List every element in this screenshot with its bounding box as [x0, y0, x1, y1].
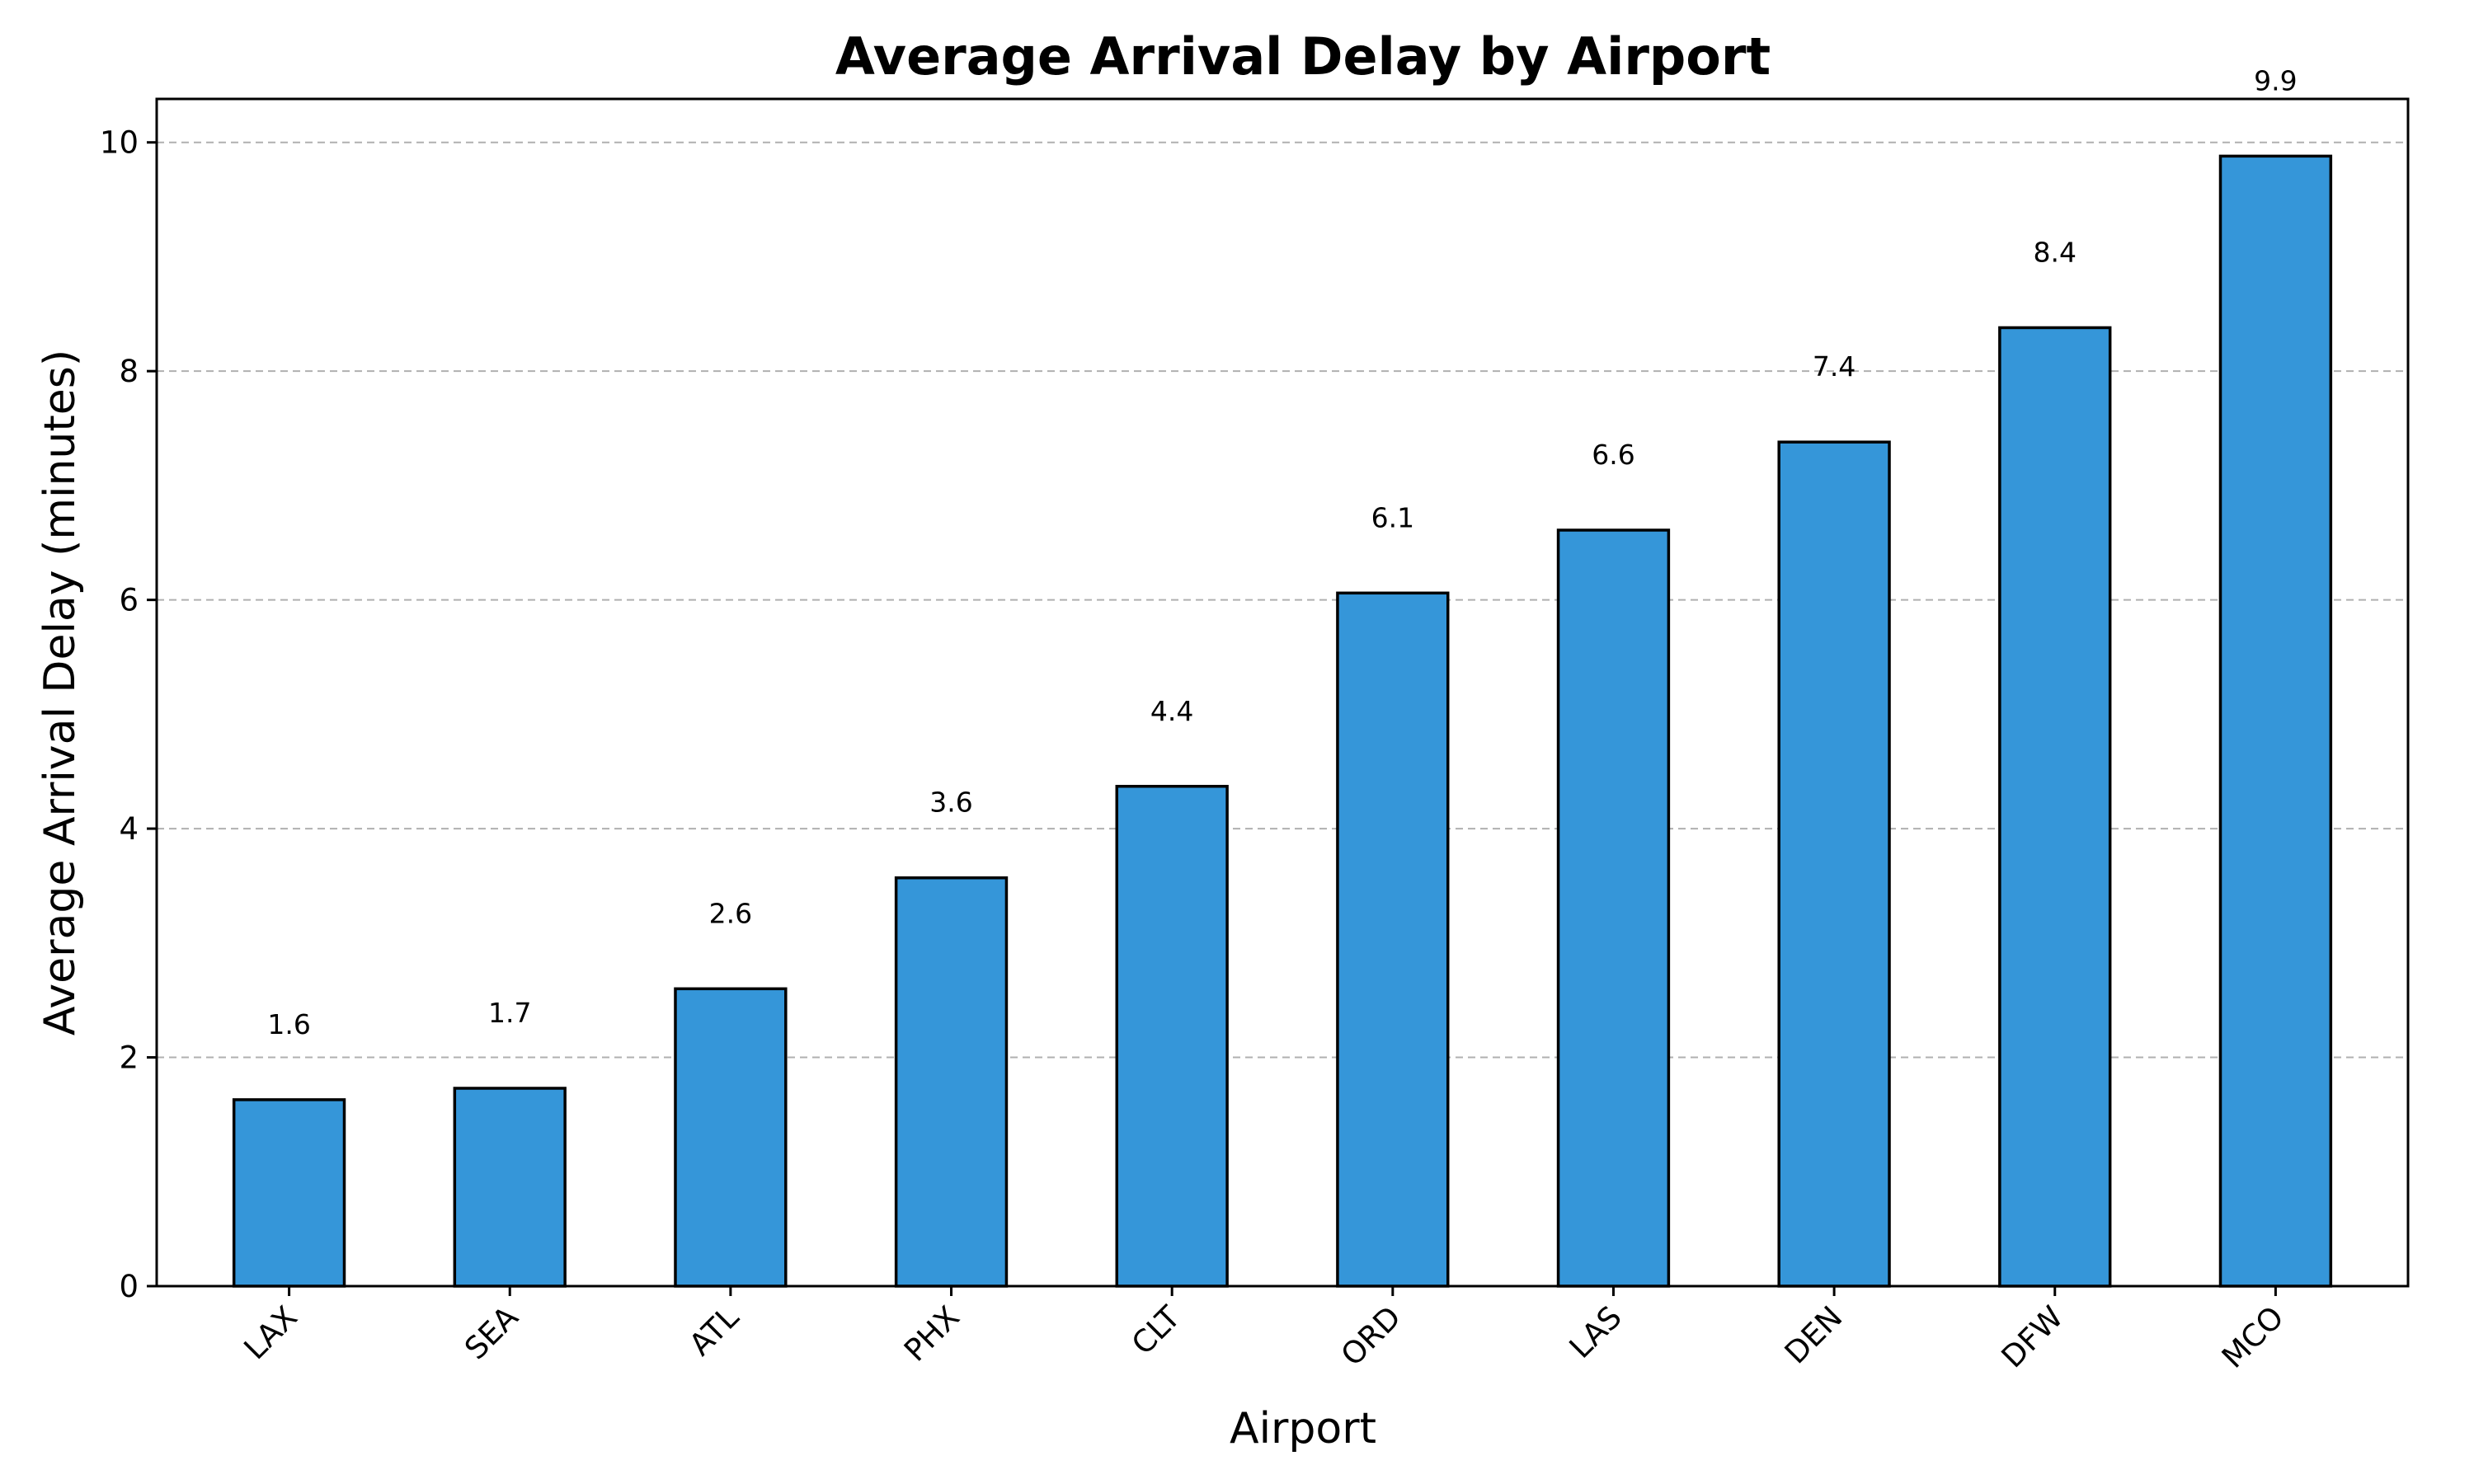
y-tick-label: 4 — [119, 811, 139, 847]
value-label: 6.6 — [1592, 439, 1634, 471]
bar-mco — [2218, 154, 2333, 1288]
value-label: 4.4 — [1150, 695, 1193, 727]
value-label: 1.6 — [267, 1008, 310, 1040]
x-tick-label: DFW — [1995, 1299, 2070, 1374]
x-tick-label: LAX — [238, 1299, 304, 1366]
y-axis-label: Average Arrival Delay (minutes) — [35, 350, 85, 1036]
bar-ord — [1336, 591, 1450, 1288]
x-axis-label: Airport — [1230, 1404, 1376, 1453]
x-tick-label: LAS — [1563, 1299, 1629, 1365]
chart-title: Average Arrival Delay by Airport — [835, 26, 1771, 87]
x-axis-ticks: LAX SEA ATL PHX CLT ORD LAS DEN DFW MCO — [238, 1286, 2291, 1375]
plot-frame — [155, 97, 2410, 1288]
grid-lines — [157, 141, 2408, 1059]
value-label: 2.6 — [709, 897, 752, 929]
y-tick-label: 2 — [119, 1040, 139, 1076]
bar-den — [1777, 440, 1891, 1288]
x-tick-label: PHX — [897, 1299, 967, 1369]
bar-las — [1556, 528, 1671, 1288]
y-tick-label: 10 — [100, 125, 139, 161]
value-label: 6.1 — [1371, 501, 1414, 533]
y-tick-label: 6 — [119, 583, 139, 618]
x-tick-label: ORD — [1334, 1299, 1408, 1373]
x-tick-label: SEA — [458, 1299, 524, 1366]
y-tick-label: 0 — [119, 1269, 139, 1304]
x-tick-label: MCO — [2215, 1299, 2291, 1375]
x-tick-label: ATL — [682, 1299, 745, 1363]
y-tick-label: 8 — [119, 354, 139, 389]
value-label: 7.4 — [1813, 350, 1856, 383]
value-label: 3.6 — [929, 787, 972, 819]
value-label: 9.9 — [2254, 64, 2297, 96]
value-label: 8.4 — [2034, 236, 2077, 268]
y-axis-ticks: 0 2 4 6 8 10 — [100, 125, 157, 1304]
x-tick-label: CLT — [1125, 1299, 1188, 1362]
bar-phx — [894, 876, 1009, 1288]
bar-clt — [1115, 785, 1229, 1288]
bar-atl — [674, 987, 788, 1288]
value-label: 1.7 — [488, 997, 531, 1029]
bars — [232, 154, 2333, 1288]
bar-sea — [453, 1087, 567, 1288]
bar-lax — [232, 1098, 346, 1288]
bar-dfw — [1998, 326, 2112, 1288]
value-labels: 1.6 1.7 2.6 3.6 4.4 6.1 6.6 7.4 8.4 9.9 — [267, 64, 2297, 1040]
x-tick-label: DEN — [1778, 1299, 1850, 1371]
